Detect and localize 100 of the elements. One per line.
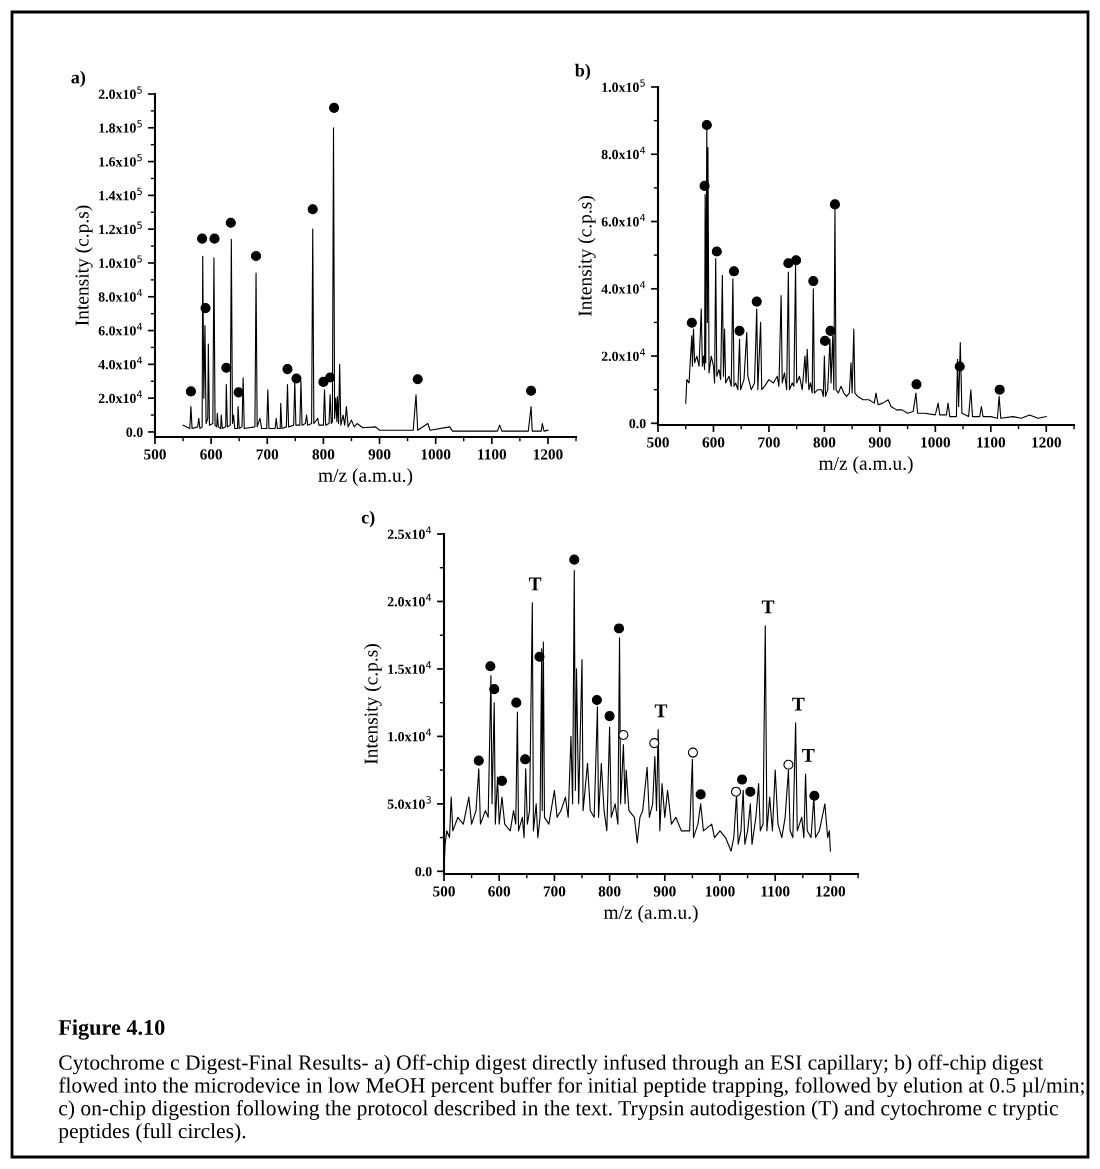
point [250,250,262,262]
y-tick-label: 1.8x10$^{5}$ [99,120,142,133]
point [686,317,697,328]
point [728,266,740,277]
x-tick-label: 900 [368,449,391,460]
point [282,364,293,375]
x-tick-label: 1000 [705,886,735,897]
point [307,204,318,215]
point [221,362,232,373]
y-axis-title: Intensity (c.p.s) [577,196,596,317]
y-tick-label: 6.0x10$^{4}$ [601,213,646,227]
point [291,373,302,384]
point [791,255,802,266]
point [325,372,336,383]
chart-title: c) [361,510,375,528]
point [591,694,602,706]
point [911,379,922,390]
point [711,246,722,257]
x-axis-title: m/z (a.m.u.) [603,905,698,923]
x-tick-label: 1100 [761,886,790,897]
y-axis-title: Intensity (c.p.s) [363,644,382,765]
point [994,384,1005,395]
point [618,729,629,741]
point [209,233,220,244]
x-tick-label: 1000 [421,449,451,460]
point [613,623,625,634]
point [829,199,840,210]
y-tick-label: 2.5x10$^{4}$ [387,526,432,540]
y-tick-label: 2.0x10$^{5}$ [98,86,142,100]
y-tick-label: 1.0x10$^{4}$ [388,728,432,742]
point [783,759,794,770]
chart-title: b) [575,63,591,81]
point [699,180,710,191]
x-tick-label: 500 [144,449,166,460]
point [809,790,820,801]
y-tick-label: 1.2x10$^{5}$ [99,221,142,235]
point [569,554,580,565]
y-tick-label: 4.0x10$^{4}$ [98,356,143,370]
y-tick-label: 0.0 [126,427,143,437]
x-tick-label: 700 [758,437,780,448]
point [185,386,196,397]
x-tick-label: 800 [813,437,836,448]
x-tick-label: 600 [702,437,725,448]
point [734,325,745,336]
y-tick-label: 1.4x10$^{5}$ [99,187,142,201]
x-tick-label: 900 [868,437,891,448]
point [954,361,965,372]
y-tick-label: 5.0x10$^{3}$ [387,796,431,809]
x-tick-label: 1200 [816,886,846,897]
text: Cytochrome c Digest-Final Results- a) Off-chip digest directly infused through an ESI capillary; b) off-chip digest flowed into the microdevice in low MeOH percent buffer for initial peptide trapping, followed by elution at 0.5 µl/min; c) on-chip digestion following the protocol described in the text. Trypsin autodigestion (T) and cytochrome c tryptic peptides (full circles). [58,1054,1084,1143]
x-tick-label: 600 [200,449,223,460]
point [687,747,699,758]
point [329,102,340,113]
y-tick-label: 1.0x10$^{5}$ [602,79,645,93]
x-axis-title: m/z (a.m.u.) [318,468,413,486]
point [604,711,615,722]
chart-title: a) [71,70,86,88]
annotation: T [761,600,775,614]
point [737,774,748,785]
y-axis-title: Intensity (c.p.s) [74,205,93,326]
x-tick-label: 800 [598,886,621,897]
y-tick-label: 1.5x10$^{4}$ [388,661,432,674]
x-axis-title: m/z (a.m.u.) [818,456,913,474]
caption: Figure 4.10 [58,1019,165,1040]
y-tick-label: 2.0x10$^{4}$ [387,593,432,607]
y-tick-label: 2.0x10$^{4}$ [601,348,646,362]
point [825,325,836,336]
annotation: T [802,748,815,762]
point [197,233,208,244]
point [473,755,484,766]
annotation: T [528,577,542,591]
point [526,385,537,396]
point [730,786,742,797]
point [649,738,660,749]
point [520,754,531,765]
point [200,303,211,314]
point [225,217,236,228]
point [701,119,712,131]
x-tick-label: 1200 [1032,437,1061,448]
x-tick-label: 1200 [533,449,563,460]
point [745,786,756,797]
y-tick-label: 1.0x10$^{5}$ [99,255,142,268]
x-tick-label: 900 [653,886,676,897]
point [412,374,423,385]
y-tick-label: 1.6x10$^{5}$ [99,154,142,167]
x-tick-label: 1000 [921,437,951,448]
y-tick-label: 0.0 [629,418,646,429]
x-tick-label: 1100 [478,449,507,460]
point [233,387,244,398]
point [489,684,500,695]
x-tick-label: 600 [488,886,511,897]
y-tick-label: 4.0x10$^{4}$ [601,281,646,294]
point [819,335,831,346]
x-tick-label: 500 [433,886,455,897]
x-tick-label: 800 [312,449,335,460]
point [808,276,819,287]
point [751,296,762,307]
line-series [182,127,549,432]
y-tick-label: 6.0x10$^{4}$ [98,322,143,336]
annotation: T [792,697,805,711]
